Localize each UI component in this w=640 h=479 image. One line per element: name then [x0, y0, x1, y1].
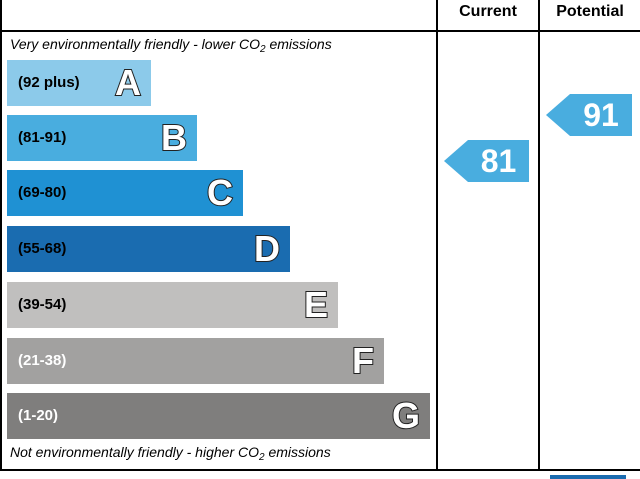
current-rating-value: 81: [480, 143, 517, 179]
band-letter: E: [303, 283, 329, 326]
header-potential: Potential: [556, 3, 624, 20]
current-arrow-shape: [444, 140, 529, 182]
caption-top-text: Very environmentally friendly - lower CO: [10, 36, 261, 52]
band-letter: A: [114, 61, 142, 104]
current-rating-arrow: 81: [444, 140, 529, 182]
band-range-label: (55-68): [18, 240, 67, 257]
caption-bottom: Not environmentally friendly - higher CO…: [10, 444, 331, 463]
band-letter: G: [391, 394, 421, 437]
band-range-label: (1-20): [18, 407, 59, 424]
band-c: (69-80) C: [7, 170, 243, 216]
potential-rating-arrow: 91: [546, 94, 632, 136]
footer-accent: [550, 475, 626, 479]
caption-top: Very environmentally friendly - lower CO…: [10, 36, 332, 55]
band-range-label: (69-80): [18, 184, 67, 201]
band-letter: C: [206, 171, 234, 214]
frame-top-border: [0, 30, 640, 32]
band-range-label: (39-54): [18, 296, 67, 313]
band-range-label: (21-38): [18, 352, 67, 369]
band-letter: F: [351, 339, 375, 382]
caption-bottom-suffix: emissions: [264, 444, 331, 460]
band-f: (21-38) F: [7, 338, 384, 384]
band-range-label: (92 plus): [18, 74, 80, 91]
band-range-label: (81-91): [18, 129, 67, 146]
header-current: Current: [459, 3, 517, 20]
band-b: (81-91) B: [7, 115, 197, 161]
caption-bottom-sub: 2: [259, 452, 265, 463]
potential-rating-value: 91: [583, 97, 619, 133]
caption-top-suffix: emissions: [265, 36, 332, 52]
caption-top-sub: 2: [260, 44, 266, 55]
frame-divider-potential: [538, 0, 540, 471]
band-g: (1-20) G: [7, 393, 430, 439]
band-letter: D: [253, 227, 281, 270]
band-letter: B: [160, 116, 188, 159]
caption-bottom-text: Not environmentally friendly - higher CO: [10, 444, 259, 460]
frame-divider-current: [436, 0, 438, 471]
band-e: (39-54) E: [7, 282, 338, 328]
band-a: (92 plus) A: [7, 60, 151, 106]
band-d: (55-68) D: [7, 226, 290, 272]
frame-left-border: [0, 0, 2, 471]
potential-arrow-shape: [546, 94, 632, 136]
frame-bottom-border: [0, 469, 640, 471]
